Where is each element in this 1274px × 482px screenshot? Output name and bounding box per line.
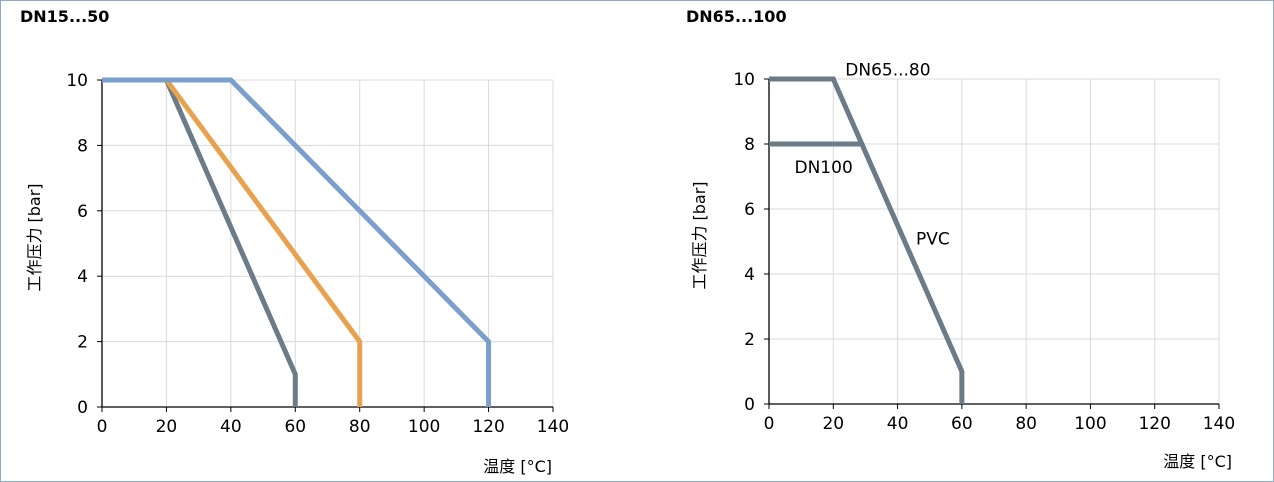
right-x-axis-label: 温度 [°C] (1163, 452, 1232, 471)
left-y-tick-label: 6 (77, 202, 88, 222)
left-x-axis-label: 温度 [°C] (483, 457, 552, 476)
right-y-tick-label: 6 (744, 200, 755, 220)
left-x-tick-label: 20 (156, 417, 178, 437)
left-series-line-1 (102, 77, 298, 407)
right-annotation: DN65...80 (845, 60, 930, 80)
left-y-tick-label: 8 (77, 136, 88, 156)
left-x-tick-label: 120 (472, 417, 504, 437)
left-y-tick-label: 0 (77, 398, 88, 418)
left-y-tick-label: 4 (77, 267, 88, 287)
right-y-tick-label: 0 (744, 395, 755, 415)
right-y-tick-label: 4 (744, 265, 755, 285)
left-x-tick-label: 100 (408, 417, 440, 437)
left-series-line-3 (102, 77, 492, 407)
right-x-tick-label: 120 (1138, 414, 1170, 434)
right-y-axis-label: 工作压力 [bar] (690, 181, 709, 289)
right-y-tick-label: 2 (744, 330, 755, 350)
right-x-tick-label: 20 (822, 414, 844, 434)
left-x-tick-label: 0 (97, 417, 108, 437)
left-y-tick-label: 2 (77, 333, 88, 353)
left-y-axis-label: 工作压力 [bar] (25, 183, 44, 291)
left-x-tick-label: 40 (220, 417, 242, 437)
left-chart-title: DN15...50 (20, 7, 110, 26)
left-x-tick-label: 60 (284, 417, 306, 437)
right-x-tick-label: 0 (764, 414, 775, 434)
right-x-tick-label: 140 (1203, 414, 1235, 434)
left-x-tick-label: 140 (537, 417, 569, 437)
right-annotation: PVC (916, 229, 950, 249)
right-y-tick-label: 10 (733, 70, 755, 90)
left-x-tick-label: 80 (349, 417, 371, 437)
right-x-tick-label: 100 (1074, 414, 1106, 434)
right-x-tick-label: 60 (951, 414, 973, 434)
right-y-tick-label: 8 (744, 135, 755, 155)
right-x-tick-label: 40 (887, 414, 909, 434)
right-x-tick-label: 80 (1015, 414, 1037, 434)
right-annotation: DN100 (795, 158, 853, 178)
left-y-tick-label: 10 (66, 71, 88, 91)
right-series-line-1 (769, 76, 965, 404)
right-chart-title: DN65...100 (686, 7, 787, 26)
